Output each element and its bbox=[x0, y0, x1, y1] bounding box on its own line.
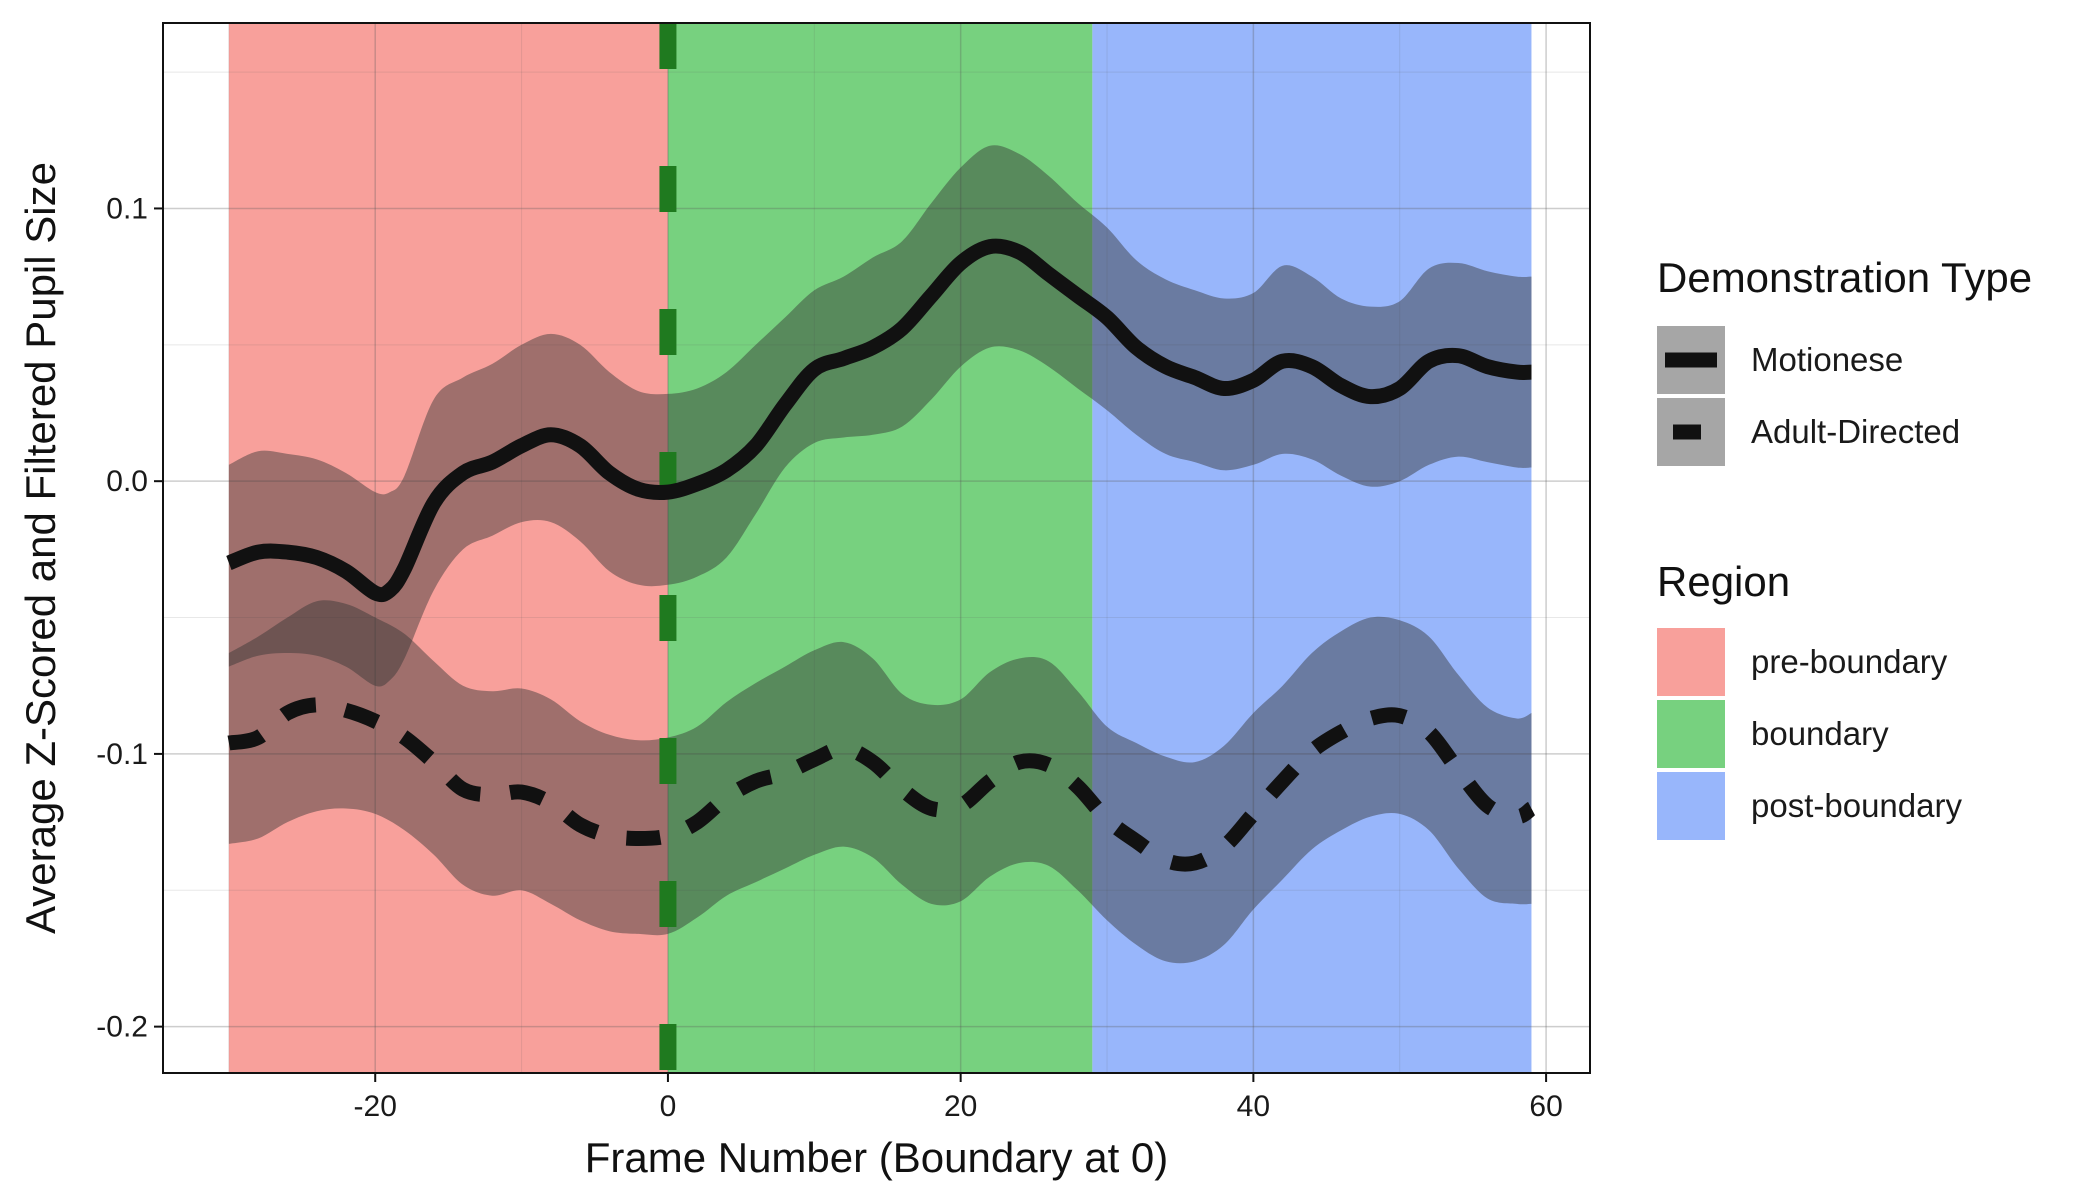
x-tick-label: 0 bbox=[660, 1090, 677, 1123]
ci-ribbon-motionese bbox=[228, 145, 1532, 687]
series-line-motionese bbox=[226, 238, 1532, 603]
x-tick-label: 40 bbox=[1237, 1090, 1270, 1123]
x-tick-label: -20 bbox=[354, 1090, 397, 1123]
y-tick-label: -0.1 bbox=[96, 738, 148, 771]
y-tick-label: 0.0 bbox=[106, 465, 148, 498]
ci-ribbon-adult-directed bbox=[228, 600, 1532, 964]
series-line-adult-directed bbox=[227, 697, 1536, 872]
region-bands bbox=[228, 23, 1532, 1073]
legend-key-boundary bbox=[1657, 700, 1725, 768]
legend-label-adult-directed: Adult-Directed bbox=[1751, 413, 1960, 450]
series-lines bbox=[226, 238, 1536, 872]
legend-key-pre-boundary bbox=[1657, 628, 1725, 696]
legend-label-post-boundary: post-boundary bbox=[1751, 787, 1962, 824]
region-band-boundary bbox=[667, 23, 1093, 1073]
y-tick-label: 0.1 bbox=[106, 192, 148, 225]
plot-border bbox=[162, 22, 1591, 1074]
y-axis-title: Average Z-Scored and Filtered Pupil Size bbox=[17, 162, 64, 934]
legend-key-post-boundary bbox=[1657, 772, 1725, 840]
legend: Demonstration Type Motionese Adult-Direc… bbox=[1657, 254, 2032, 840]
region-band-post-boundary bbox=[1092, 23, 1532, 1073]
x-tick-label: 20 bbox=[944, 1090, 977, 1123]
legend-label-motionese: Motionese bbox=[1751, 341, 1903, 378]
x-axis-title: Frame Number (Boundary at 0) bbox=[585, 1134, 1169, 1181]
legend-title-demonstration-type: Demonstration Type bbox=[1657, 254, 2032, 301]
legend-label-pre-boundary: pre-boundary bbox=[1751, 643, 1948, 680]
x-tick-label: 60 bbox=[1529, 1090, 1562, 1123]
legend-title-region: Region bbox=[1657, 558, 1790, 605]
confidence-ribbons bbox=[228, 145, 1532, 964]
axis-ticks: -20 0 20 40 60 -0.2 -0.1 0.0 0.1 bbox=[96, 192, 1562, 1123]
y-tick-label: -0.2 bbox=[96, 1011, 148, 1044]
legend-label-boundary: boundary bbox=[1751, 715, 1889, 752]
